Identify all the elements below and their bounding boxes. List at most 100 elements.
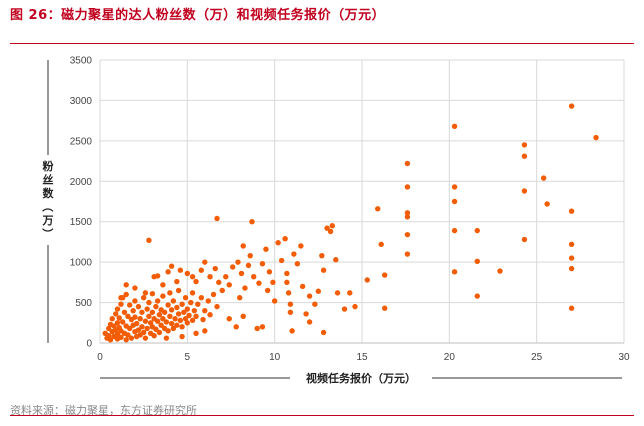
data-point (198, 295, 205, 301)
data-point (149, 290, 156, 297)
data-point (451, 227, 458, 234)
y-axis-title-char: 丝 (43, 173, 54, 187)
data-point (142, 335, 149, 341)
data-point (568, 241, 575, 248)
data-point (568, 265, 575, 272)
data-point (146, 313, 152, 320)
x-tick-label: 25 (531, 352, 543, 363)
data-point (193, 313, 199, 320)
data-point (142, 318, 149, 324)
data-point (223, 273, 229, 280)
data-point (160, 293, 166, 299)
data-point (375, 206, 381, 212)
x-tick-label: 15 (356, 352, 368, 363)
data-point (154, 273, 161, 279)
y-axis-title-char: 粉 (43, 159, 54, 173)
data-point (324, 225, 330, 231)
data-point (111, 323, 117, 329)
data-point (249, 219, 255, 225)
data-point (144, 306, 150, 312)
data-point (175, 287, 182, 294)
data-point (186, 312, 192, 319)
data-point (521, 153, 528, 159)
data-point (306, 293, 313, 299)
data-point (299, 283, 306, 290)
data-point (219, 287, 225, 294)
data-point (278, 257, 285, 264)
data-point (568, 103, 575, 109)
data-point (174, 304, 180, 311)
x-tick-label: 5 (185, 352, 191, 363)
data-point (497, 268, 503, 274)
data-point (168, 320, 175, 327)
data-point (451, 269, 458, 275)
data-point (568, 305, 575, 311)
data-point (237, 295, 243, 301)
data-point (177, 267, 184, 273)
data-point (123, 337, 129, 343)
figure-title: 图 26：磁力聚星的达人粉丝数（万）和视频任务报价（万元） (10, 8, 386, 23)
data-point (212, 265, 218, 272)
axis-titles: 视频任务报价（万元） 粉丝数（ 万） (41, 60, 622, 385)
data-point (474, 258, 480, 265)
data-point (382, 305, 388, 311)
data-point (139, 309, 145, 315)
data-point (404, 214, 411, 220)
data-point (167, 290, 173, 296)
source-note: 资料来源：磁力聚星，东方证券研究所 (10, 404, 197, 417)
data-point (226, 282, 232, 288)
data-point (404, 184, 411, 190)
data-point (230, 264, 236, 270)
data-point (256, 280, 262, 286)
data-point (284, 279, 290, 286)
data-point (254, 325, 260, 332)
gridlines (99, 59, 625, 344)
data-point (182, 316, 189, 322)
data-point (259, 324, 266, 330)
y-tick-label: 2000 (70, 177, 93, 188)
data-point (404, 231, 411, 238)
data-point (189, 273, 196, 280)
data-point (285, 290, 292, 296)
data-point (156, 312, 163, 318)
data-point (126, 302, 133, 308)
data-point (259, 261, 266, 267)
data-point (140, 295, 147, 301)
x-tick-label: 0 (97, 352, 103, 363)
data-point (294, 261, 301, 267)
data-point (146, 237, 152, 244)
data-point (144, 325, 150, 332)
data-point (214, 303, 220, 310)
data-point (521, 142, 528, 148)
data-point (153, 303, 159, 310)
data-point (347, 290, 353, 296)
data-point (106, 333, 112, 339)
data-point (270, 279, 276, 286)
data-point (193, 330, 199, 336)
y-tick-label: 3500 (70, 56, 93, 67)
data-point (226, 316, 232, 322)
data-point (287, 309, 294, 315)
data-point (303, 311, 309, 317)
data-point (135, 303, 142, 310)
data-point (451, 123, 458, 130)
data-point (544, 201, 550, 207)
data-point (271, 298, 278, 304)
data-point (177, 317, 184, 324)
data-point (174, 278, 180, 285)
data-point (123, 282, 129, 288)
data-point (306, 319, 313, 325)
data-point (364, 277, 370, 283)
data-point (341, 306, 348, 312)
data-point (139, 324, 145, 330)
data-point (247, 252, 253, 259)
data-point (474, 293, 480, 299)
data-point (126, 325, 133, 332)
data-point (123, 291, 129, 298)
data-point (284, 270, 290, 277)
y-axis-title-char: 万 (42, 214, 54, 227)
data-point (160, 282, 166, 288)
data-point (193, 278, 199, 285)
data-point (132, 285, 138, 291)
data-point (168, 263, 175, 269)
